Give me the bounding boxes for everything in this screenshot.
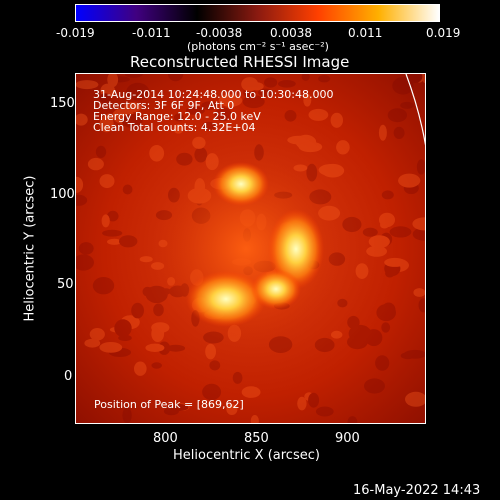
y-tick-label: 0 [64,369,73,384]
colorbar-tick-2: -0.011 [132,26,171,40]
y-tick-label: 150 [50,96,75,111]
limb-line [405,74,425,146]
right-arc [268,209,324,289]
info-detectors: Detectors: 3F 6F 9F, Att 0 [93,99,235,112]
y-tick-label: 100 [50,187,75,202]
x-tick-label: 900 [335,431,360,446]
upper-source [213,162,269,206]
colorbar-tick-3: -0.0038 [196,26,243,40]
x-axis-label: Heliocentric X (arcsec) [173,448,320,463]
colorbar-tick-5: 0.011 [348,26,383,40]
y-axis-label: Heliocentric Y (arcsec) [22,175,38,322]
footer-timestamp: 16-May-2022 14:43 [353,483,481,498]
colorbar-tick-1: -0.019 [56,26,95,40]
x-tick-label: 850 [244,431,269,446]
colorbar-unit-label: (photons cm⁻² s⁻¹ asec⁻²) [187,40,329,53]
peak-position-label: Position of Peak = [869,62] [94,398,244,411]
info-time-range: 31-Aug-2014 10:24:48.000 to 10:30:48.000 [93,88,334,101]
x-tick-label: 800 [153,431,178,446]
colorbar-tick-6: 0.019 [426,26,461,40]
colorbar [75,4,440,22]
colorbar-tick-4: 0.0038 [270,26,312,40]
lower-source [186,271,266,327]
info-energy-range: Energy Range: 12.0 - 25.0 keV [93,110,261,123]
info-counts: Clean Total counts: 4.32E+04 [93,121,256,134]
plot-title: Reconstructed RHESSI Image [130,53,350,71]
y-tick-label: 50 [57,277,74,292]
image-plot-area: 31-Aug-2014 10:24:48.000 to 10:30:48.000… [75,73,426,424]
rhessi-image [76,74,425,423]
